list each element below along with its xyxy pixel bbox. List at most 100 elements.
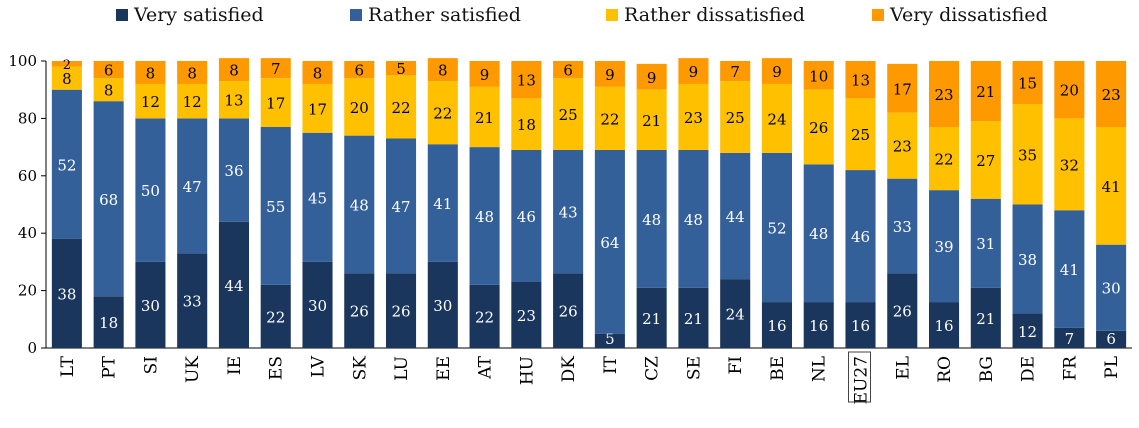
data-label: 38: [1018, 251, 1037, 269]
bar-segment: [636, 149, 667, 288]
data-label: 7: [730, 63, 740, 81]
data-label: 47: [183, 178, 202, 196]
y-tick-label: 20: [18, 282, 37, 300]
data-label: 41: [1060, 261, 1079, 279]
data-label: 64: [600, 234, 619, 252]
bar-segment: [761, 152, 792, 303]
data-label: 21: [684, 310, 703, 328]
legend: Very satisfied Rather satisfied Rather d…: [0, 4, 1139, 32]
data-label: 41: [1102, 178, 1121, 196]
data-label: 23: [893, 138, 912, 156]
bar-segment: [135, 83, 166, 119]
bar-segment: [678, 58, 709, 84]
data-label: 33: [183, 293, 202, 311]
y-tick-label: 0: [27, 339, 37, 357]
bar-segment: [761, 83, 792, 153]
legend-label-rather-satisfied: Rather satisfied: [368, 4, 521, 26]
legend-item-very-dissatisfied: Very dissatisfied: [872, 4, 1048, 26]
data-label: 12: [1018, 323, 1037, 341]
bar-segment: [469, 86, 500, 148]
data-label: 30: [308, 297, 327, 315]
bar-segment: [970, 287, 1001, 348]
x-tick-label: FR: [1060, 355, 1080, 381]
data-label: 26: [893, 303, 912, 321]
bar-segment: [93, 61, 124, 79]
bar-segment: [511, 98, 542, 150]
y-tick-label: 80: [18, 109, 37, 127]
bar-segment: [260, 284, 291, 348]
legend-swatch-very-satisfied: [116, 9, 128, 21]
data-label: 17: [266, 95, 285, 113]
data-label: 23: [684, 109, 703, 127]
data-label: 46: [517, 208, 536, 226]
bar-segment: [594, 86, 625, 150]
bar-segment: [887, 273, 918, 348]
bar-segment: [218, 58, 249, 82]
bar-segment: [302, 132, 333, 262]
bar-segment: [720, 279, 751, 348]
data-label: 2: [63, 58, 71, 73]
bar-segment: [720, 81, 751, 153]
data-label: 17: [308, 100, 327, 118]
data-label: 33: [893, 218, 912, 236]
x-tick-label: EE: [434, 356, 454, 381]
data-label: 48: [809, 225, 828, 243]
data-label: 26: [350, 303, 369, 321]
data-label: 6: [1106, 330, 1116, 348]
data-label: 21: [475, 109, 494, 127]
bar-segment: [803, 61, 834, 90]
bar-segment: [93, 101, 124, 297]
bar-segment: [427, 58, 458, 82]
x-tick-label: IT: [601, 355, 621, 374]
data-label: 12: [141, 93, 160, 111]
data-label: 35: [1018, 146, 1037, 164]
legend-label-very-dissatisfied: Very dissatisfied: [890, 4, 1048, 26]
bar-segment: [678, 287, 709, 348]
data-label: 48: [642, 211, 661, 229]
data-label: 5: [605, 330, 615, 348]
bar-segment: [553, 78, 584, 150]
bar-segment: [135, 61, 166, 84]
bar-segment: [845, 302, 876, 348]
bar-segment: [929, 61, 960, 128]
x-tick-label: BE: [768, 356, 788, 381]
y-tick-label: 100: [8, 52, 37, 70]
data-label: 22: [266, 308, 285, 326]
bar-segment: [1012, 204, 1043, 314]
bar-segment: [636, 63, 667, 90]
x-tick-label: AT: [476, 355, 496, 379]
x-tick-label: IE: [225, 356, 245, 375]
data-label: 46: [851, 228, 870, 246]
bar-segment: [929, 302, 960, 348]
legend-swatch-very-dissatisfied: [872, 9, 884, 21]
x-tick-label: NL: [810, 356, 830, 382]
y-tick-label: 60: [18, 167, 37, 185]
bar-segment: [636, 89, 667, 150]
bar-segment: [1012, 61, 1043, 105]
bar-segment: [344, 135, 375, 274]
x-tick-label: SK: [350, 356, 370, 381]
data-label: 23: [1102, 86, 1121, 104]
x-tick-label: EL: [893, 356, 913, 380]
x-tick-label: PT: [100, 355, 120, 378]
data-label: 9: [480, 66, 490, 84]
bar-segment: [469, 61, 500, 87]
data-label: 17: [893, 80, 912, 98]
bar-segment: [761, 58, 792, 84]
data-label: 6: [354, 62, 364, 80]
data-label: 21: [976, 83, 995, 101]
bar-segment: [970, 61, 1001, 122]
bar-segment: [636, 287, 667, 348]
data-label: 48: [475, 208, 494, 226]
bar-segment: [1054, 327, 1085, 348]
bar-segment: [427, 261, 458, 348]
bar-segment: [511, 61, 542, 99]
bar-segment: [469, 147, 500, 285]
data-label: 26: [809, 119, 828, 137]
bar-segment: [845, 170, 876, 303]
data-label: 32: [1060, 156, 1079, 174]
data-label: 22: [391, 99, 410, 117]
bar-segment: [761, 302, 792, 348]
data-label: 26: [559, 303, 578, 321]
